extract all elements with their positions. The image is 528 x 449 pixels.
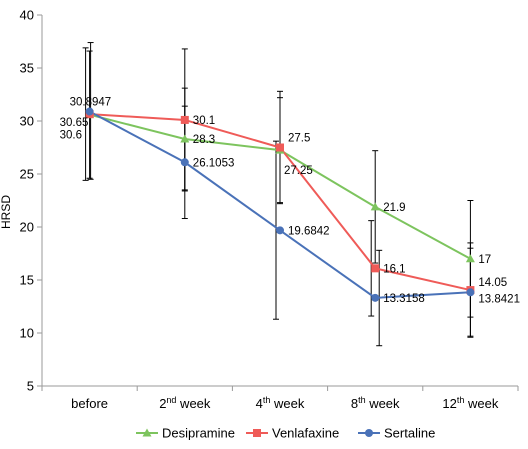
data-point-desipramine[interactable] xyxy=(370,202,380,211)
x-tick-label: 4th week xyxy=(256,395,305,411)
data-label-sertaline: 19.6842 xyxy=(288,225,330,237)
data-label-venlafaxine: 14.05 xyxy=(478,277,507,289)
data-label-venlafaxine: 30.65 xyxy=(60,117,89,129)
data-label-venlafaxine: 16.1 xyxy=(383,263,405,275)
x-tick-label: before xyxy=(71,396,108,411)
legend-label-desipramine[interactable]: Desipramine xyxy=(162,426,235,441)
legend-marker-venlafaxine[interactable] xyxy=(253,429,261,437)
y-tick-label: 25 xyxy=(20,167,34,182)
data-label-sertaline: 13.3158 xyxy=(383,293,425,305)
data-label-sertaline: 26.1053 xyxy=(193,157,235,169)
data-point-sertaline[interactable] xyxy=(85,107,94,116)
y-tick-label: 30 xyxy=(20,114,34,129)
data-label-desipramine: 30.6 xyxy=(60,130,82,142)
data-label-desipramine: 28.3 xyxy=(193,134,215,146)
data-label-desipramine: 21.9 xyxy=(383,202,405,214)
data-label-venlafaxine: 27.5 xyxy=(288,133,310,145)
y-tick-label: 15 xyxy=(20,273,34,288)
data-label-sertaline: 13.8421 xyxy=(478,293,520,305)
legend-label-venlafaxine[interactable]: Venlafaxine xyxy=(272,426,339,441)
legend-marker-desipramine[interactable] xyxy=(142,428,152,437)
plot-area: 5 10 15 20 25 30 35 40 before 2nd week 4th week 8th… xyxy=(20,8,520,412)
x-tick-label: 8th week xyxy=(351,395,400,411)
data-point-venlafaxine[interactable] xyxy=(276,143,284,152)
legend-marker-sertaline[interactable] xyxy=(365,429,373,437)
data-point-desipramine[interactable] xyxy=(180,134,190,143)
data-point-sertaline[interactable] xyxy=(180,158,189,167)
x-tick-label: 2nd week xyxy=(159,395,211,411)
data-label-desipramine: 17 xyxy=(478,254,491,266)
legend[interactable]: Desipramine Venlafaxine Sertaline xyxy=(136,426,435,441)
y-tick-label: 5 xyxy=(27,379,34,394)
data-point-sertaline[interactable] xyxy=(371,293,380,302)
y-tick-label: 20 xyxy=(20,220,34,235)
legend-label-sertaline[interactable]: Sertaline xyxy=(384,426,435,441)
data-label-desipramine: 27.25 xyxy=(284,165,313,177)
data-point-venlafaxine[interactable] xyxy=(371,264,380,273)
data-point-sertaline[interactable] xyxy=(466,288,475,297)
data-point-desipramine[interactable] xyxy=(465,254,475,263)
y-tick-label: 10 xyxy=(20,326,34,341)
y-axis-title: HRSD xyxy=(0,195,13,229)
y-tick-label: 40 xyxy=(20,8,34,23)
data-label-sertaline: 30.8947 xyxy=(70,97,112,109)
data-label-venlafaxine: 30.1 xyxy=(193,115,215,127)
data-point-venlafaxine[interactable] xyxy=(180,115,189,124)
data-point-sertaline[interactable] xyxy=(276,226,284,235)
x-tick-label: 12th week xyxy=(442,395,498,411)
y-tick-label: 35 xyxy=(20,61,34,76)
